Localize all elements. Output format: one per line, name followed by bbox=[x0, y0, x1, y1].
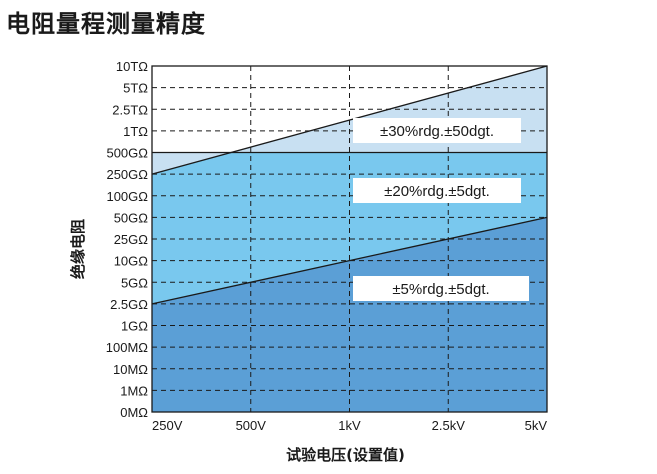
boundary-line-high bbox=[151, 65, 548, 175]
y-tick-label: 0MΩ bbox=[120, 405, 148, 420]
x-axis-label: 试验电压(设置值) bbox=[286, 446, 405, 464]
region-labels: ±5%rdg.±5dgt. ±20%rdg.±5dgt. ±30%rdg.±50dg… bbox=[353, 118, 529, 301]
y-tick-label: 5TΩ bbox=[123, 81, 148, 96]
y-tick-label: 10TΩ bbox=[116, 59, 148, 74]
page-title: 电阻量程测量精度 bbox=[6, 10, 206, 38]
y-tick-label: 1MΩ bbox=[120, 383, 148, 398]
y-tick-label: 2.5TΩ bbox=[112, 102, 148, 117]
y-tick-label: 100GΩ bbox=[106, 189, 148, 204]
region-label: ±30%rdg.±50dgt. bbox=[380, 123, 494, 140]
plot-border bbox=[151, 65, 548, 413]
plot-frame bbox=[151, 65, 548, 413]
y-tick-label: 25GΩ bbox=[114, 232, 149, 247]
y-tick-label: 1TΩ bbox=[123, 124, 148, 139]
x-tick-label: 2.5kV bbox=[432, 418, 466, 433]
y-tick-label: 10MΩ bbox=[113, 362, 148, 377]
y-tick-label: 2.5GΩ bbox=[110, 297, 148, 312]
boundary-lines bbox=[151, 65, 548, 305]
x-tick-label: 1kV bbox=[338, 418, 361, 433]
grid-lines bbox=[152, 66, 547, 412]
y-tick-label: 250GΩ bbox=[106, 167, 148, 182]
x-tick-label: 5kV bbox=[525, 418, 548, 433]
x-tick-label: 250V bbox=[152, 418, 183, 433]
y-axis-label: 绝缘电阻 bbox=[69, 219, 87, 279]
region-label-box bbox=[353, 276, 529, 301]
region-label-box bbox=[353, 118, 521, 143]
y-tick-label: 50GΩ bbox=[114, 210, 149, 225]
y-tick-label: 500GΩ bbox=[106, 146, 148, 161]
boundary-line-low bbox=[151, 216, 548, 305]
x-tick-label: 500V bbox=[236, 418, 267, 433]
region-label: ±20%rdg.±5dgt. bbox=[384, 183, 490, 200]
y-tick-label: 5GΩ bbox=[121, 275, 148, 290]
y-tick-label: 10GΩ bbox=[114, 254, 149, 269]
y-tick-label: 100MΩ bbox=[106, 340, 149, 355]
region-label-box bbox=[353, 178, 521, 203]
y-tick-label: 1GΩ bbox=[121, 319, 148, 334]
tick-labels: 0MΩ 1MΩ 10MΩ 100MΩ 1GΩ 2.5GΩ 5GΩ 10GΩ 25GΩ 50GΩ 10… bbox=[106, 59, 548, 433]
region-label: ±5%rdg.±5dgt. bbox=[392, 281, 489, 298]
